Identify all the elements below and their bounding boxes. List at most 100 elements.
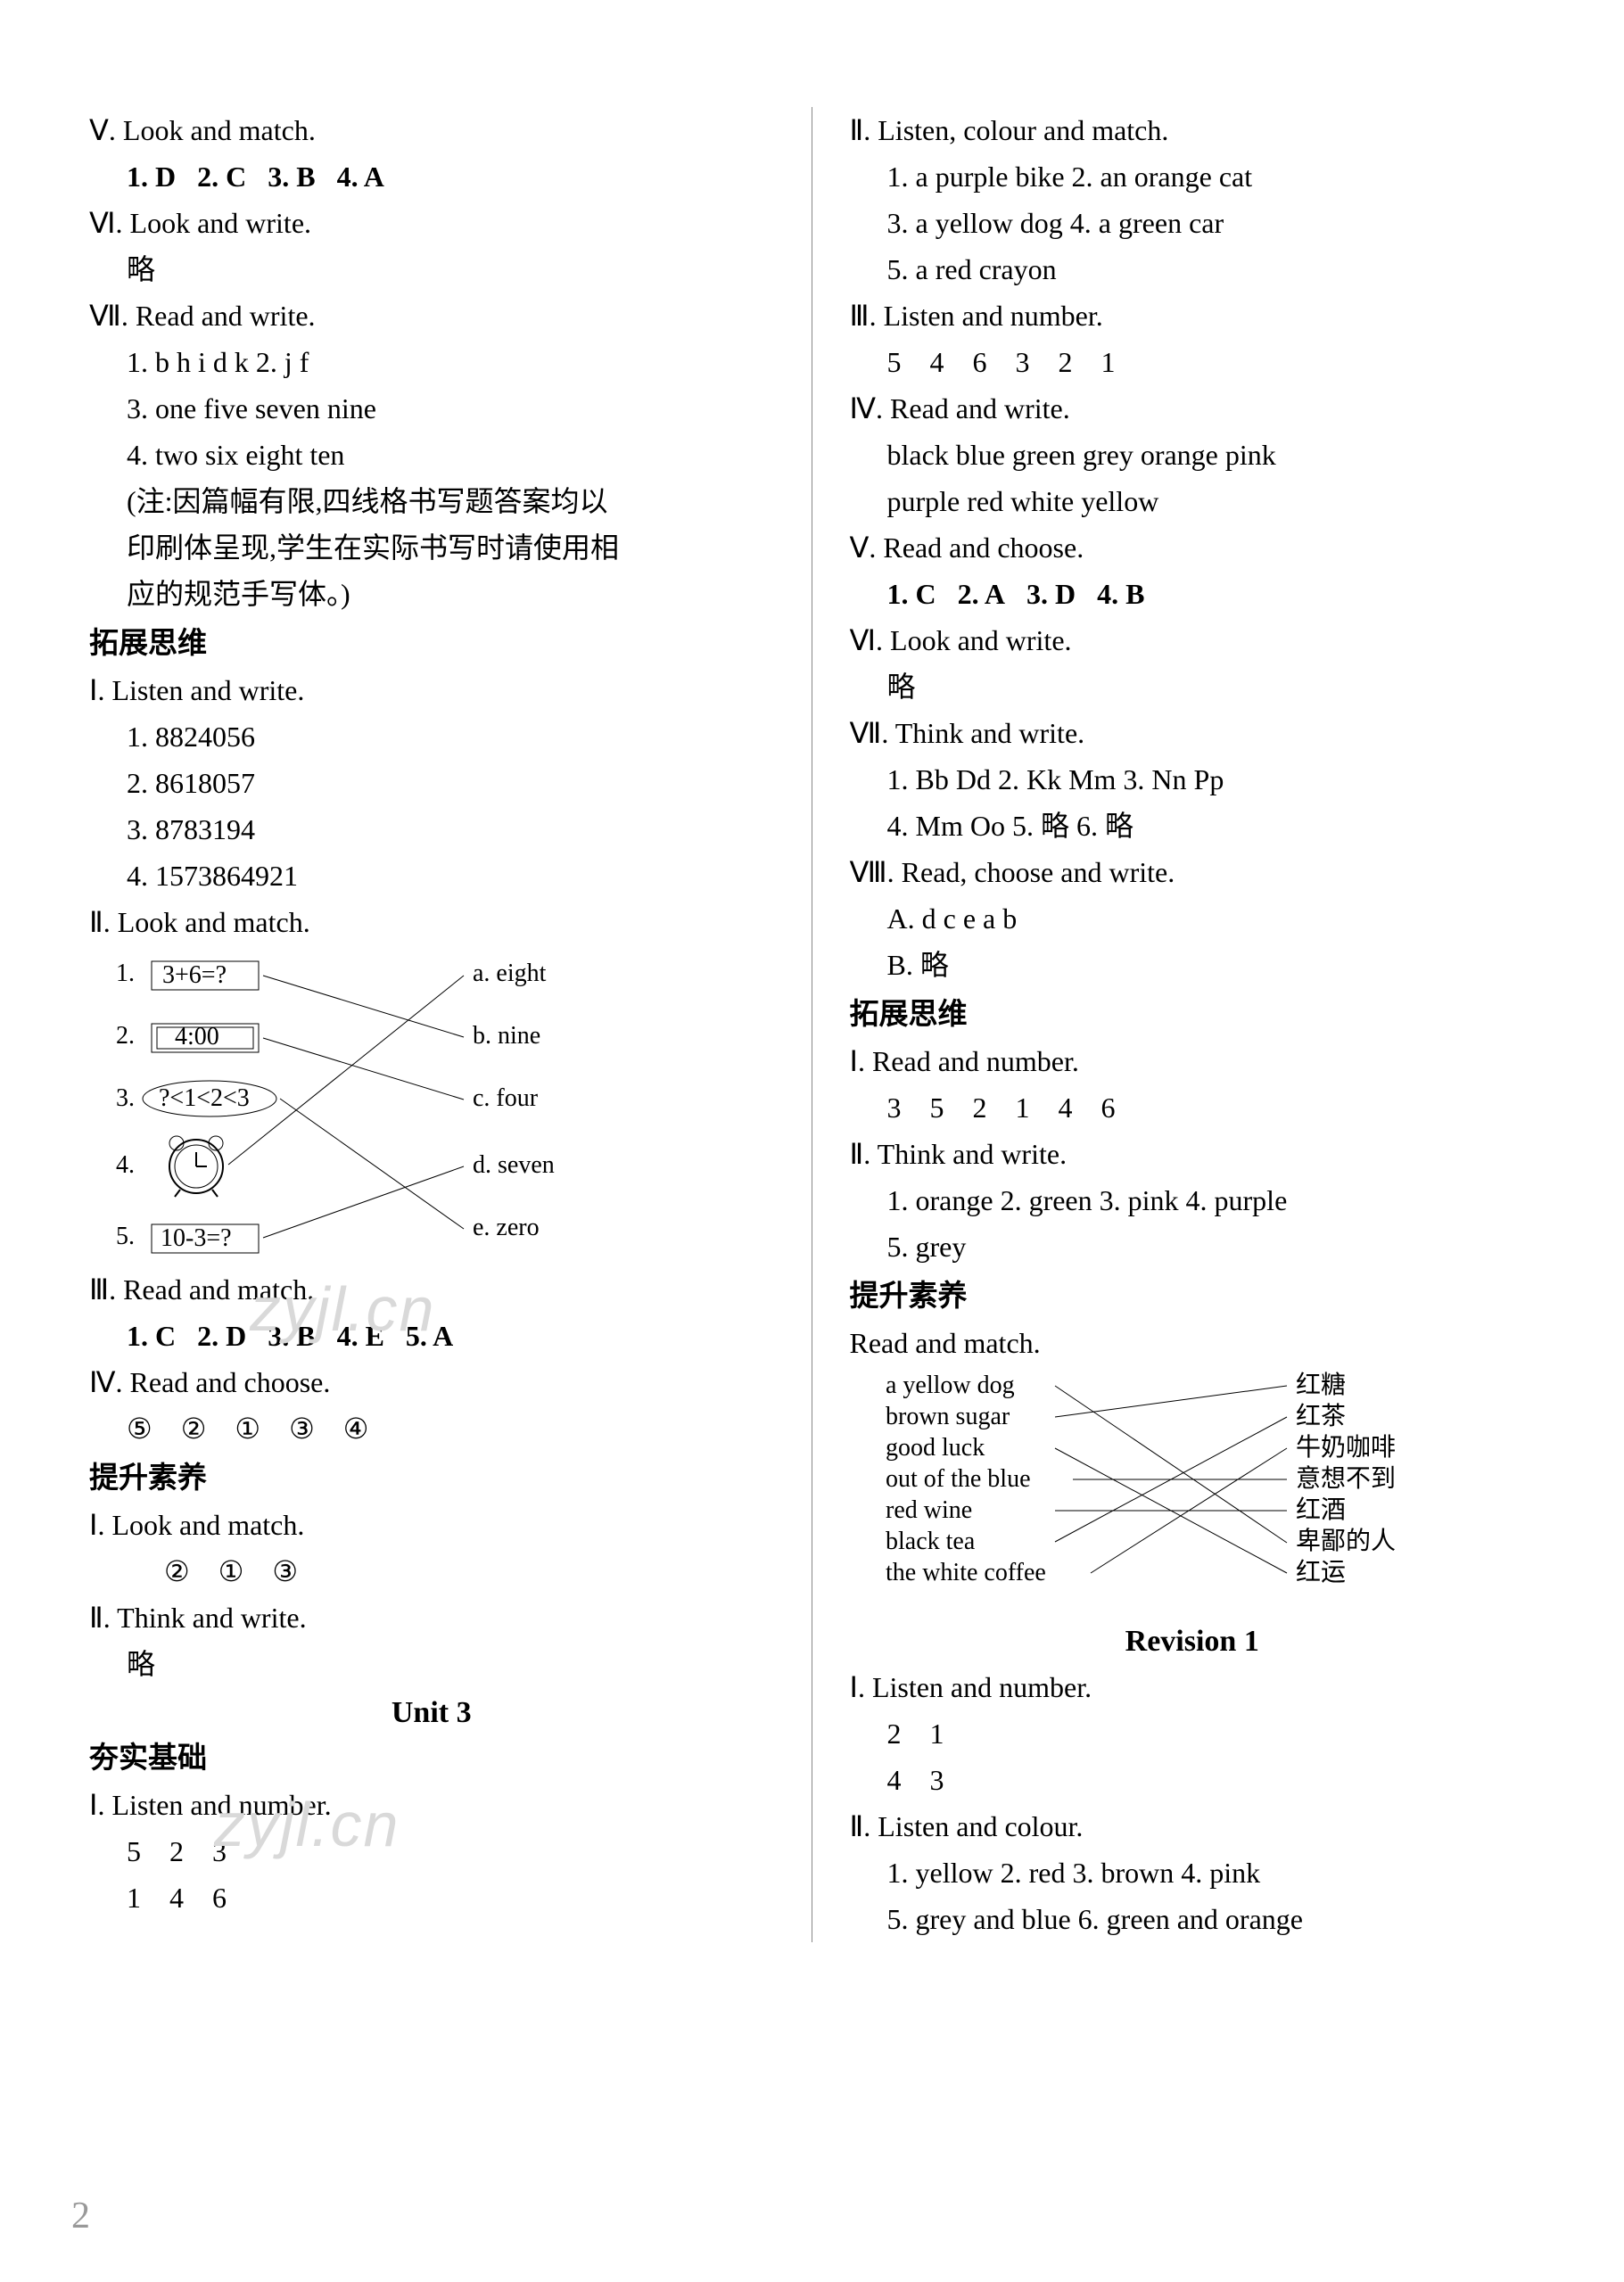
ans: 1. C (887, 578, 936, 610)
sect-title: . Listen, colour and match. (863, 114, 1168, 146)
sect-title: . Read, choose and write. (887, 856, 1175, 888)
ans: 6 (1101, 1092, 1116, 1124)
r-s2-line: 5. a red crayon (850, 246, 1536, 292)
ans: 1 (930, 1718, 944, 1750)
imp1-header: Ⅰ. Look and match. (89, 1502, 774, 1548)
ans: 5 (887, 346, 902, 378)
revision-header: Revision 1 (850, 1625, 1536, 1659)
ans: 4 (930, 346, 944, 378)
section-7-header: Ⅶ. Read and write. (89, 292, 774, 339)
match-right-item: 红糖 (1296, 1371, 1346, 1399)
s7-line: (注:因篇幅有限,四线格书写题答案均以 (89, 478, 774, 524)
page-number: 2 (71, 2195, 90, 2237)
s7-line: 1. b h i d k 2. j f (89, 339, 774, 385)
ans: ① (218, 1555, 244, 1587)
extension-header: 拓展思维 (850, 992, 1536, 1038)
ans: 2. D (197, 1320, 246, 1352)
r-rev2-line: 1. yellow 2. red 3. brown 4. pink (850, 1849, 1536, 1896)
answers-row: 2 1 (850, 1710, 1536, 1757)
sect-title: . Read and number. (858, 1045, 1079, 1077)
roman-7: Ⅶ (89, 300, 121, 332)
match-edge (1055, 1386, 1287, 1417)
ext1-line: 2. 8618057 (89, 760, 774, 806)
s7-line: 印刷体呈现,学生在实际书写时请使用相 (89, 524, 774, 571)
ans: 1. C (127, 1320, 176, 1352)
box-label: 4:00 (175, 1023, 219, 1050)
ans: 1 (127, 1882, 141, 1914)
sect-title: . Listen and number. (858, 1671, 1092, 1703)
r-s7-header: Ⅶ. Think and write. (850, 710, 1536, 756)
ans: 3. D (1026, 578, 1076, 610)
sect-title: . Listen and number. (870, 300, 1103, 332)
answers-row: ⑤ ② ① ③ ④ (89, 1405, 774, 1452)
ans: ③ (289, 1413, 315, 1445)
r-s3-header: Ⅲ. Listen and number. (850, 292, 1536, 339)
ans: 4 (169, 1882, 184, 1914)
right-column: Ⅱ. Listen, colour and match. 1. a purple… (812, 107, 1545, 1942)
unit-header: Unit 3 (89, 1696, 774, 1730)
answers-row: 1. C 2. D 3. B 4. E 5. A zyjl.cn (89, 1313, 774, 1359)
ext1-line: 3. 8783194 (89, 806, 774, 853)
match-option: b. nine (473, 1022, 540, 1050)
match-edge (1055, 1386, 1287, 1543)
box-label: ?<1<2<3 (159, 1084, 250, 1112)
ans: 1 (1016, 1092, 1030, 1124)
match-right-item: 卑鄙的人 (1296, 1527, 1396, 1555)
roman: Ⅵ (850, 624, 877, 656)
r-s2-line: 1. a purple bike 2. an orange cat (850, 153, 1536, 200)
ans: 1 (1101, 346, 1116, 378)
r-rev2-line: 5. grey and blue 6. green and orange (850, 1896, 1536, 1942)
improve-header: 提升素养 (89, 1455, 774, 1502)
ans: 3 (887, 1092, 902, 1124)
answers-row: 3 5 2 1 4 6 (850, 1084, 1536, 1131)
ext3-header: Ⅲ. Read and match. (89, 1266, 774, 1313)
sect-title: . Listen and number. (97, 1789, 331, 1821)
ans: 1. D (127, 161, 176, 193)
r-s4-line: purple red white yellow (850, 478, 1536, 524)
match-edge (228, 976, 464, 1165)
roman: Ⅲ (850, 300, 870, 332)
ext2-header: Ⅱ. Look and match. (89, 899, 774, 945)
ext1-line: 4. 1573864921 (89, 853, 774, 899)
roman: Ⅱ (850, 114, 864, 146)
ans: 3. B (268, 161, 315, 193)
match-diagram-right: a yellow dog brown sugar good luck out o… (850, 1366, 1492, 1616)
two-column-layout: Ⅴ . Look and match. 1. D 2. C 3. B 4. A Ⅵ… (80, 107, 1544, 1942)
sect-title: . Read and write. (121, 300, 316, 332)
r-s4-line: black blue green grey orange pink (850, 432, 1536, 478)
sect-title: . Look and write. (116, 207, 312, 239)
roman: Ⅱ (89, 906, 103, 938)
match-edge (263, 1038, 464, 1100)
match-right-item: 意想不到 (1296, 1464, 1396, 1493)
r-ext1-header: Ⅰ. Read and number. (850, 1038, 1536, 1084)
list-number: 4. (116, 1151, 135, 1179)
match-option: d. seven (473, 1151, 555, 1179)
sect-title: . Think and write. (863, 1138, 1067, 1170)
answers-row: 1. D 2. C 3. B 4. A (89, 153, 774, 200)
roman: Ⅱ (850, 1138, 864, 1170)
match-edge (263, 976, 464, 1037)
sect-title: . Look and write. (876, 624, 1072, 656)
sect-title: . Listen and write. (97, 674, 304, 706)
sect-title: . Look and match. (97, 1509, 304, 1541)
box-label: 10-3=? (161, 1224, 232, 1252)
match-left-item: good luck (886, 1434, 985, 1462)
extension-header: 拓展思维 (89, 621, 774, 667)
roman: Ⅰ (850, 1671, 858, 1703)
r-s2-line: 3. a yellow dog 4. a green car (850, 200, 1536, 246)
roman: Ⅴ (850, 531, 870, 564)
ans: 2 (973, 1092, 987, 1124)
ans: 6 (973, 346, 987, 378)
match-left-item: brown sugar (886, 1403, 1010, 1430)
s7-line: 3. one five seven nine (89, 385, 774, 432)
ans: ⑤ (127, 1413, 153, 1445)
ans: ③ (272, 1555, 298, 1587)
s7-line: 应的规范手写体。) (89, 571, 774, 617)
ans: 3 (930, 1764, 944, 1796)
r-s6-header: Ⅵ. Look and write. (850, 617, 1536, 663)
clock-foot-icon (212, 1190, 218, 1197)
r-s7-line: 4. Mm Oo 5. 略 6. 略 (850, 803, 1536, 849)
body-text: 略 (89, 246, 774, 292)
ans: 4. E (337, 1320, 384, 1352)
ans: 6 (212, 1882, 227, 1914)
